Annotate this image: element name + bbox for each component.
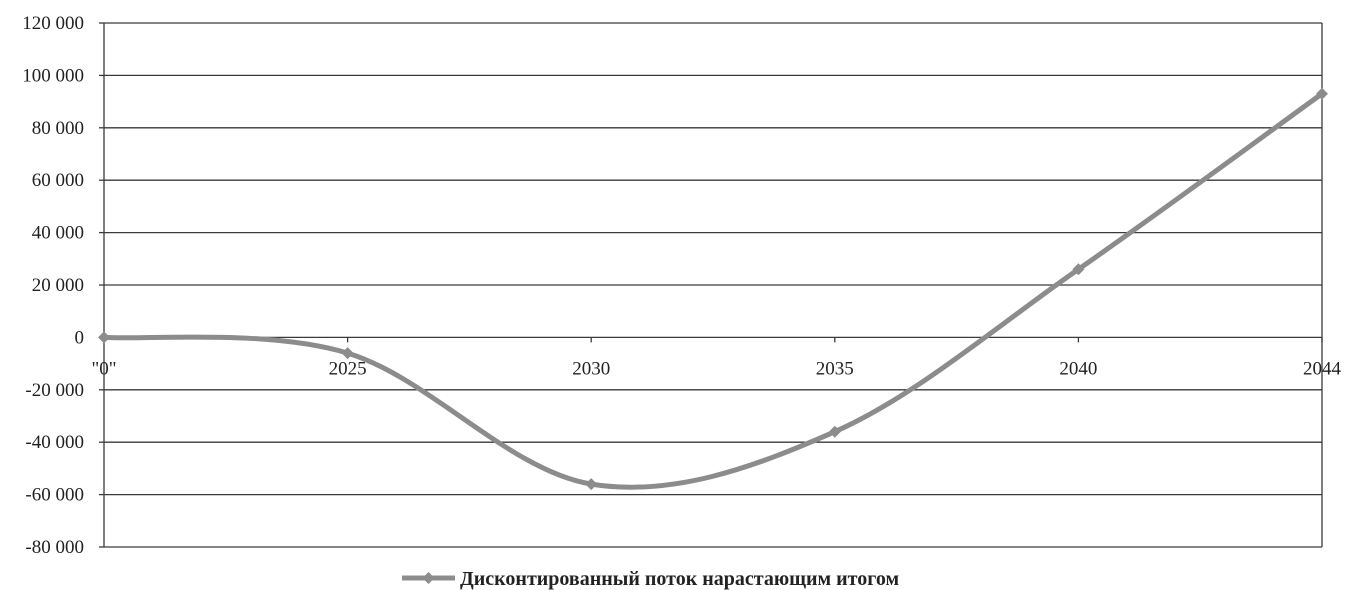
data-point-marker	[1316, 87, 1328, 100]
y-tick-label: -60 000	[25, 485, 84, 506]
x-tick-label: 2040	[1059, 358, 1097, 379]
y-tick-label: 120 000	[22, 13, 84, 34]
plot-frame	[103, 23, 1323, 547]
y-tick-label: 0	[75, 327, 85, 348]
y-tick-label: 80 000	[32, 118, 84, 139]
y-tick-label: -20 000	[25, 380, 84, 401]
gridlines	[99, 22, 1323, 548]
y-axis-tick-labels: 120 000 100 000 80 000 60 000 40 000 20 000 0 -…	[22, 13, 84, 558]
legend: Дисконтированный поток нарастающим итого…	[402, 568, 899, 590]
x-tick-label: 2035	[816, 358, 854, 379]
x-tick-label: 2044	[1303, 358, 1342, 379]
series-group	[98, 87, 1328, 491]
data-point-marker	[341, 347, 354, 360]
x-tick-label: "0"	[91, 358, 116, 379]
x-axis-tick-labels: "0" 2025 2030 2035 2040 2044	[91, 358, 1341, 379]
y-tick-label: 60 000	[32, 170, 84, 191]
legend-swatch-marker	[422, 572, 435, 584]
y-tick-label: -40 000	[25, 432, 84, 453]
data-point-marker	[585, 478, 598, 491]
y-tick-label: 40 000	[32, 223, 84, 244]
y-tick-label: 100 000	[22, 65, 84, 86]
legend-label: Дисконтированный поток нарастающим итого…	[460, 568, 899, 590]
y-tick-label: -80 000	[25, 537, 84, 558]
x-tick-label: 2030	[572, 358, 610, 379]
series-line	[101, 91, 1325, 490]
data-point-marker	[98, 331, 110, 344]
data-point-marker	[828, 425, 841, 438]
y-tick-label: 20 000	[32, 275, 84, 296]
x-tick-label: 2025	[329, 358, 367, 379]
data-point-marker	[1072, 263, 1085, 276]
